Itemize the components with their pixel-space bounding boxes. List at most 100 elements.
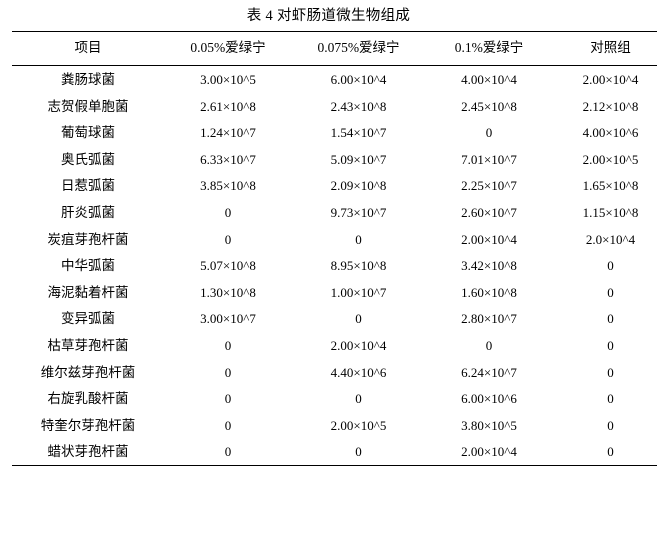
cell-d0075: 0 [292, 438, 425, 466]
row-label: 蜡状芽孢杆菌 [12, 438, 164, 466]
table-body: 粪肠球菌 3.00×10^5 6.00×10^4 4.00×10^4 2.00×10^4… [12, 66, 657, 466]
cell-d005: 2.61×10^8 [200, 98, 256, 114]
table-row: 右旋乳酸杆菌 0 0 6.00×10^6 0 [12, 385, 657, 412]
cell-d0075: 1.00×10^7 [330, 284, 387, 300]
cell-ctrl: 2.00×10^4 [582, 72, 639, 87]
table-row: 葡萄球菌 1.24×10^7 1.54×10^7 0 4.00×10^6 [12, 119, 657, 146]
cell-d005: 6.33×10^7 [200, 151, 256, 167]
cell-d005: 3.85×10^8 [200, 178, 256, 194]
cell-d0075: 0 [355, 391, 362, 407]
cell-d01: 2.60×10^7 [461, 204, 517, 220]
cell-d0075: 2.09×10^8 [330, 178, 387, 194]
row-label: 日惹弧菌 [61, 178, 115, 194]
cell-d01: 2.80×10^7 [461, 311, 517, 327]
cell-d01: 4.00×10^4 [461, 72, 517, 87]
cell-ctrl: 0 [607, 311, 614, 327]
table-row: 炭疽芽孢杆菌 0 0 2.00×10^4 2.0×10^4 [12, 226, 657, 253]
row-label: 海泥黏着杆菌 [47, 284, 129, 300]
cell-d01: 3.80×10^5 [461, 417, 517, 433]
column-header-item: 项目 [12, 31, 164, 66]
cell-d005: 3.00×10^5 [200, 72, 256, 87]
cell-d01: 0 [485, 337, 493, 353]
cell-d01: 2.00×10^4 [461, 231, 517, 247]
cell-d01: 3.42×10^8 [461, 258, 517, 274]
cell-ctrl: 0 [553, 438, 657, 466]
table-row: 中华弧菌 5.07×10^8 8.95×10^8 3.42×10^8 0 [12, 252, 657, 279]
cell-d005: 0 [224, 231, 232, 247]
cell-d01: 2.00×10^4 [425, 438, 553, 466]
row-label: 奥氏弧菌 [61, 151, 115, 167]
row-label: 粪肠球菌 [61, 72, 115, 87]
cell-d0075: 2.00×10^4 [330, 337, 387, 353]
cell-d01: 2.45×10^8 [461, 98, 517, 114]
column-header-d0075: 0.075%爱绿宁 [292, 31, 425, 66]
cell-ctrl: 2.12×10^8 [582, 98, 639, 114]
table-row: 肝炎弧菌 0 9.73×10^7 2.60×10^7 1.15×10^8 [12, 199, 657, 226]
cell-d0075: 8.95×10^8 [330, 258, 387, 274]
table-row: 奥氏弧菌 6.33×10^7 5.09×10^7 7.01×10^7 2.00×10^5 [12, 146, 657, 173]
cell-d01: 1.60×10^8 [461, 284, 517, 300]
row-label: 右旋乳酸杆菌 [47, 391, 129, 407]
cell-ctrl: 1.65×10^8 [582, 178, 639, 194]
table-header: 项目 0.05%爱绿宁 0.075%爱绿宁 0.1%爱绿宁 对照组 [12, 31, 657, 66]
table-caption: 表 4 对虾肠道微生物组成 [246, 8, 411, 24]
header-row: 项目 0.05%爱绿宁 0.075%爱绿宁 0.1%爱绿宁 对照组 [12, 31, 657, 66]
row-label: 葡萄球菌 [61, 125, 115, 141]
cell-d005: 0 [224, 417, 232, 433]
table-row: 特奎尔芽孢杆菌 0 2.00×10^5 3.80×10^5 0 [12, 412, 657, 439]
row-label: 特奎尔芽孢杆菌 [40, 417, 136, 433]
row-label: 肝炎弧菌 [61, 204, 115, 220]
cell-ctrl: 2.00×10^5 [582, 151, 639, 167]
cell-ctrl: 4.00×10^6 [582, 125, 639, 141]
table-row: 志贺假单胞菌 2.61×10^8 2.43×10^8 2.45×10^8 2.12×10… [12, 93, 657, 120]
cell-d005: 0 [164, 438, 292, 466]
cell-d01: 2.25×10^7 [461, 178, 517, 194]
cell-ctrl: 0 [607, 337, 614, 353]
table-row: 海泥黏着杆菌 1.30×10^8 1.00×10^7 1.60×10^8 0 [12, 279, 657, 306]
table-row: 枯草芽孢杆菌 0 2.00×10^4 0 0 [12, 332, 657, 359]
cell-ctrl: 0 [607, 391, 614, 407]
cell-d0075: 6.00×10^4 [330, 72, 387, 87]
column-header-ctrl: 对照组 [553, 31, 657, 66]
cell-ctrl: 0 [607, 364, 614, 380]
row-label: 中华弧菌 [61, 258, 115, 274]
row-label: 维尔兹芽孢杆菌 [40, 364, 136, 380]
cell-d01: 0 [485, 125, 493, 141]
cell-d0075: 9.73×10^7 [330, 204, 387, 220]
cell-d0075: 4.40×10^6 [330, 364, 387, 380]
column-header-d01: 0.1%爱绿宁 [425, 31, 553, 66]
cell-d005: 0 [224, 204, 232, 220]
cell-d0075: 0 [355, 231, 362, 247]
cell-d01: 7.01×10^7 [461, 151, 517, 167]
row-label: 变异弧菌 [61, 311, 115, 327]
cell-d0075: 2.43×10^8 [330, 98, 387, 114]
cell-d005: 0 [224, 337, 232, 353]
cell-d005: 0 [224, 391, 232, 407]
cell-d0075: 2.00×10^5 [330, 417, 387, 433]
cell-d01: 6.00×10^6 [461, 391, 517, 407]
cell-d0075: 5.09×10^7 [330, 151, 387, 167]
table-row: 粪肠球菌 3.00×10^5 6.00×10^4 4.00×10^4 2.00×10^4 [12, 66, 657, 93]
cell-d01: 6.24×10^7 [461, 364, 517, 380]
table-row: 蜡状芽孢杆菌 0 0 2.00×10^4 0 [12, 438, 657, 466]
table-container: 项目 0.05%爱绿宁 0.075%爱绿宁 0.1%爱绿宁 对照组 粪肠球菌 3.… [12, 31, 657, 466]
microbiota-composition-table: 项目 0.05%爱绿宁 0.075%爱绿宁 0.1%爱绿宁 对照组 粪肠球菌 3.… [12, 31, 657, 466]
table-row: 日惹弧菌 3.85×10^8 2.09×10^8 2.25×10^7 1.65×10^8 [12, 172, 657, 199]
row-label: 枯草芽孢杆菌 [47, 337, 129, 353]
cell-d005: 5.07×10^8 [200, 258, 256, 274]
row-label: 炭疽芽孢杆菌 [47, 231, 129, 247]
cell-ctrl: 2.0×10^4 [585, 231, 636, 247]
cell-d0075: 1.54×10^7 [330, 125, 387, 141]
cell-d005: 3.00×10^7 [200, 311, 256, 327]
cell-ctrl: 0 [607, 258, 614, 274]
cell-d005: 1.24×10^7 [200, 125, 256, 141]
cell-d0075: 0 [355, 311, 362, 327]
cell-ctrl: 0 [607, 284, 614, 300]
cell-ctrl: 1.15×10^8 [582, 204, 639, 220]
column-header-d005: 0.05%爱绿宁 [164, 31, 292, 66]
table-row: 变异弧菌 3.00×10^7 0 2.80×10^7 0 [12, 305, 657, 332]
cell-d005: 0 [224, 364, 232, 380]
cell-d005: 1.30×10^8 [200, 284, 256, 300]
table-row: 维尔兹芽孢杆菌 0 4.40×10^6 6.24×10^7 0 [12, 359, 657, 386]
